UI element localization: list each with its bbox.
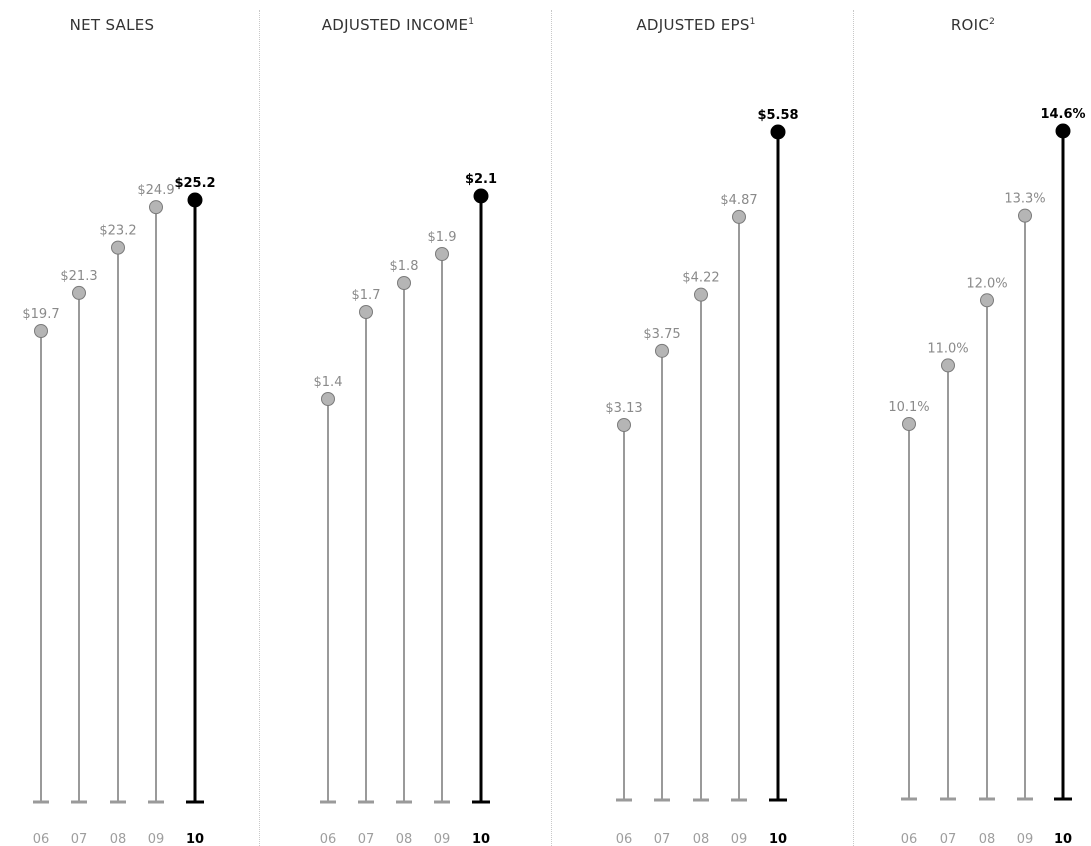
- lollipop-point: [732, 209, 746, 224]
- panel-title-roic: ROIC2: [950, 16, 996, 34]
- lollipop-point: [617, 418, 631, 432]
- panel-title-adjusted-eps: ADJUSTED EPS1: [636, 16, 756, 34]
- data-label: $21.3: [60, 269, 97, 284]
- x-tick-label: 07: [358, 832, 375, 846]
- data-label: $25.2: [174, 176, 215, 191]
- x-tick-label: 09: [434, 832, 451, 846]
- x-tick-label: 10: [472, 832, 490, 846]
- x-tick-label: 08: [979, 832, 996, 846]
- lollipop-point: [902, 417, 916, 431]
- chart-panel-3: 10.1% 06 11.0% 07 12.0% 08 13.3% 09 14.6% 10: [888, 107, 1085, 846]
- data-label: $1.9: [428, 230, 457, 245]
- x-tick-label: 06: [320, 832, 337, 846]
- chart-panel-2: $3.13 06 $3.75 07 $4.22 08 $4.87 09 $5.58 10: [605, 108, 798, 846]
- data-label: $23.2: [99, 224, 136, 239]
- panel-divider: [853, 10, 854, 846]
- data-label: 13.3%: [1004, 192, 1045, 207]
- data-label: 14.6%: [1040, 107, 1085, 122]
- lollipop-point: [655, 343, 669, 358]
- data-label: $24.9: [137, 183, 174, 198]
- x-tick-label: 09: [148, 832, 165, 846]
- data-label: $1.8: [390, 259, 419, 274]
- data-label: $1.7: [352, 288, 381, 303]
- data-label: $3.13: [605, 401, 642, 416]
- data-label: $3.75: [643, 327, 680, 342]
- data-label: $4.22: [682, 271, 719, 286]
- panel-divider: [551, 10, 552, 846]
- chart-panel-1: $1.4 06 $1.7 07 $1.8 08 $1.9 09 $2.1 10: [314, 172, 498, 846]
- lollipop-point: [359, 305, 373, 319]
- panel-title-adjusted-income: ADJUSTED INCOME1: [321, 16, 475, 34]
- lollipop-point: [941, 358, 955, 373]
- x-tick-label: 06: [33, 832, 50, 846]
- lollipop-point: [72, 285, 86, 300]
- x-tick-label: 09: [731, 832, 748, 846]
- x-tick-label: 07: [654, 832, 671, 846]
- lollipop-point: [34, 324, 48, 338]
- lollipop-point: [1018, 208, 1032, 223]
- data-label: $19.7: [22, 307, 59, 322]
- x-tick-label: 08: [693, 832, 710, 846]
- x-tick-label: 08: [396, 832, 413, 846]
- x-tick-label: 06: [901, 832, 918, 846]
- lollipop-point: [187, 192, 203, 208]
- data-label: 11.0%: [927, 341, 968, 356]
- lollipop-point: [149, 200, 163, 215]
- x-tick-label: 10: [1054, 832, 1072, 846]
- data-label: $4.87: [720, 193, 757, 208]
- lollipop-point: [397, 276, 411, 290]
- chart-panel-0: $19.7 06 $21.3 07 $23.2 08 $24.9 09 $25.2 10: [22, 176, 215, 846]
- x-tick-label: 07: [940, 832, 957, 846]
- data-label: 10.1%: [888, 400, 929, 415]
- x-tick-label: 10: [186, 832, 204, 846]
- data-label: $5.58: [757, 108, 798, 123]
- lollipop-point: [980, 293, 994, 308]
- panel-divider: [259, 10, 260, 846]
- data-label: $2.1: [465, 172, 497, 187]
- lollipop-point: [473, 188, 489, 204]
- data-label: 12.0%: [966, 276, 1007, 291]
- lollipop-point: [435, 247, 449, 261]
- x-tick-label: 06: [616, 832, 633, 846]
- panel-title-net-sales: NET SALES: [69, 16, 155, 34]
- lollipop-point: [111, 240, 125, 255]
- x-tick-label: 07: [71, 832, 88, 846]
- lollipop-point: [321, 392, 335, 406]
- data-label: $1.4: [314, 375, 343, 390]
- x-tick-label: 10: [769, 832, 787, 846]
- lollipop-point: [694, 287, 708, 302]
- lollipop-point: [1055, 123, 1071, 139]
- lollipop-point: [770, 124, 786, 140]
- x-tick-label: 09: [1017, 832, 1034, 846]
- x-tick-label: 08: [110, 832, 127, 846]
